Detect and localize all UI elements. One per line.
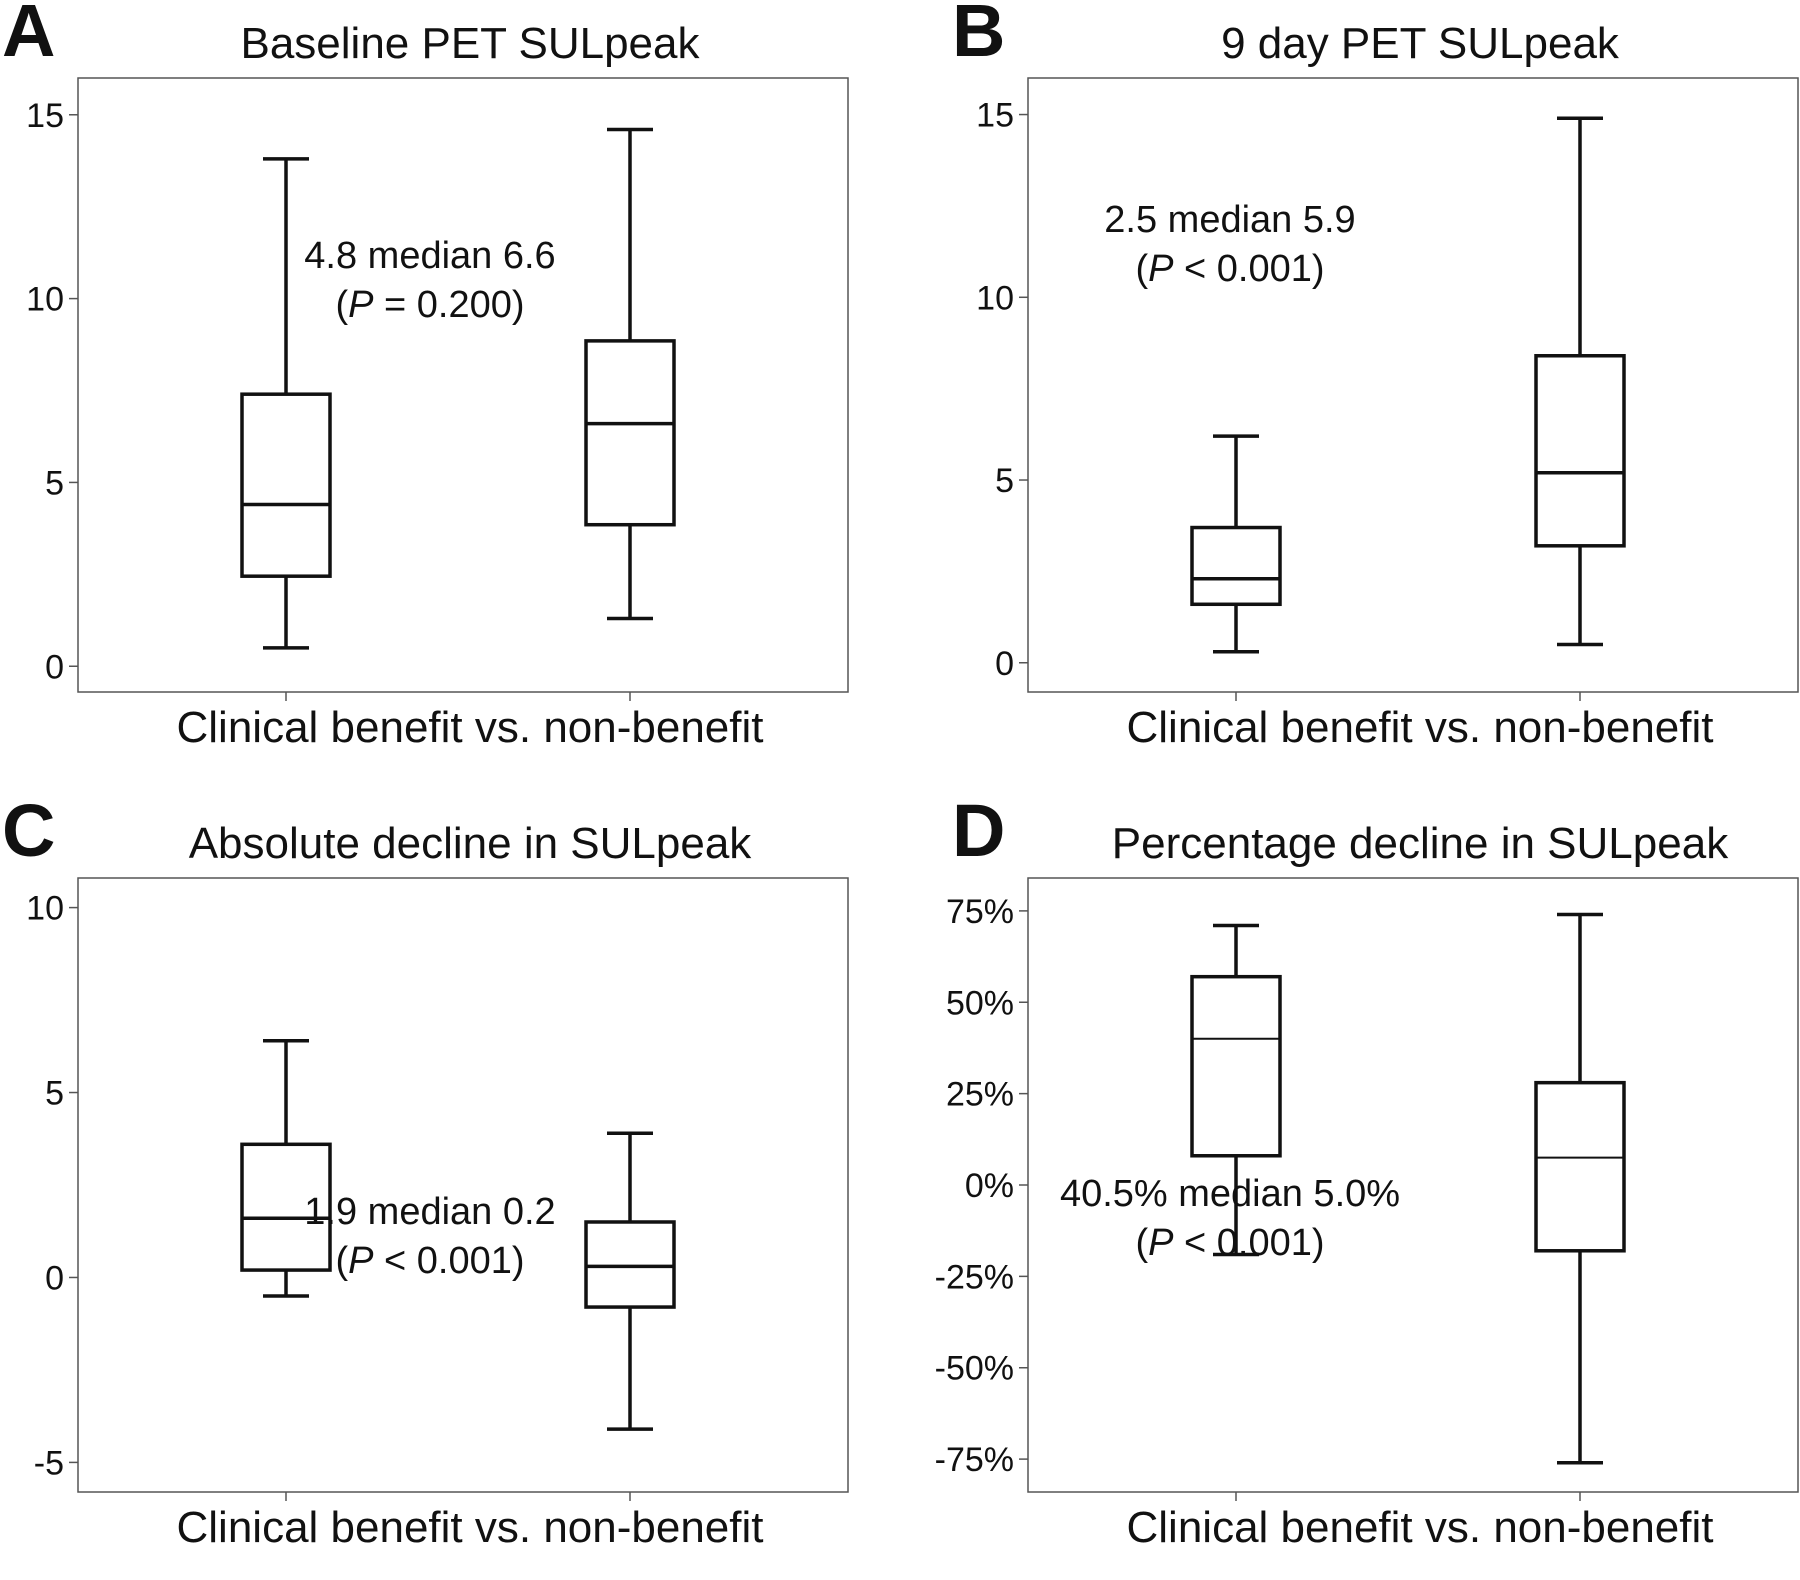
- median-comparison: 40.5% median 5.0%: [1059, 1173, 1401, 1215]
- y-tick-label: 25%: [946, 1076, 1014, 1114]
- box-iqr: [584, 1220, 676, 1309]
- median-comparison: 4.8 median 6.6: [304, 235, 556, 277]
- y-tick-label: 50%: [946, 984, 1014, 1022]
- box-plot-non-benefit: [584, 1131, 676, 1431]
- panel-a-plot: 0 5 10 15: [26, 77, 849, 701]
- y-tick-label: 0: [995, 645, 1014, 683]
- panel-d: -75% -50% -25% 0% 25% 50% 75% D Percentage dec…: [935, 794, 1800, 1580]
- chart-title: Percentage decline in SULpeak: [1111, 819, 1729, 868]
- median-annotation: 1.9 median 0.2 (P < 0.001): [260, 1188, 600, 1287]
- panel-b: 0 5 10 15 B 9 day PET SULpeak 2.5 median 5.…: [950, 0, 1800, 780]
- plot-frame: [77, 77, 849, 693]
- panel-b-plot: 0 5 10 15: [976, 77, 1799, 701]
- plot-frame: [1027, 77, 1799, 693]
- median-annotation: 40.5% median 5.0% (P < 0.001): [990, 1170, 1470, 1269]
- y-tick-label: 5: [995, 462, 1014, 500]
- y-tick-label: 0: [45, 648, 64, 686]
- panel-letter: B: [952, 0, 1006, 72]
- panel-letter: A: [2, 0, 56, 72]
- box-iqr: [1534, 1080, 1626, 1253]
- y-tick-label: -25%: [935, 1258, 1014, 1296]
- box-iqr: [1190, 525, 1282, 607]
- panel-letter: D: [952, 789, 1006, 872]
- x-axis-label: Clinical benefit vs. non-benefit: [176, 1503, 764, 1552]
- panel-letter: C: [2, 789, 56, 872]
- y-tick-label: 5: [45, 464, 64, 502]
- y-tick-label: 15: [976, 97, 1014, 135]
- median-annotation: 2.5 median 5.9 (P < 0.001): [1060, 196, 1400, 295]
- plot-frame: [77, 877, 849, 1493]
- box-iqr: [1534, 354, 1626, 548]
- box-iqr: [584, 339, 676, 527]
- panel-c: -5 0 5 10 C Absolute decline in SULpeak 1.9…: [0, 794, 900, 1580]
- chart-title: 9 day PET SULpeak: [1221, 19, 1619, 68]
- x-axis-label: Clinical benefit vs. non-benefit: [1126, 703, 1714, 752]
- p-value: (P < 0.001): [1135, 1222, 1325, 1265]
- y-tick-label: 75%: [946, 893, 1014, 931]
- box-plot-clinical-benefit: [240, 1038, 332, 1298]
- x-axis-label: Clinical benefit vs. non-benefit: [176, 703, 764, 752]
- box-plot-clinical-benefit: [1190, 923, 1282, 1257]
- box-iqr: [240, 1142, 332, 1272]
- box-plot-clinical-benefit: [1190, 434, 1282, 654]
- box-plot-clinical-benefit: [240, 157, 332, 650]
- y-tick-label: 5: [45, 1075, 64, 1113]
- y-tick-label: 0: [45, 1259, 64, 1297]
- box-iqr: [240, 392, 332, 578]
- y-tick-label: 15: [26, 97, 64, 135]
- y-tick-label: 0%: [965, 1167, 1014, 1205]
- chart-title: Baseline PET SULpeak: [240, 19, 700, 68]
- box-plot-non-benefit: [584, 127, 676, 621]
- y-tick-label: -50%: [935, 1350, 1014, 1388]
- median-comparison: 2.5 median 5.9: [1104, 199, 1356, 241]
- panel-c-plot: -5 0 5 10: [26, 877, 849, 1501]
- median-comparison: 1.9 median 0.2: [304, 1191, 556, 1233]
- panel-d-plot: -75% -50% -25% 0% 25% 50% 75%: [935, 877, 1799, 1501]
- median-annotation: 4.8 median 6.6 (P = 0.200): [260, 232, 600, 331]
- box-plot-non-benefit: [1534, 116, 1626, 647]
- p-value: (P < 0.001): [1135, 248, 1325, 291]
- box-iqr: [1190, 974, 1282, 1158]
- p-value: (P < 0.001): [335, 1240, 525, 1283]
- box-plot-non-benefit: [1534, 912, 1626, 1465]
- panel-a: 0 5 10 15 A Baseline PET SULpeak 4.8 median…: [0, 0, 900, 780]
- y-tick-label: 10: [26, 890, 64, 928]
- y-tick-label: 10: [26, 281, 64, 319]
- p-value: (P = 0.200): [335, 284, 525, 327]
- chart-title: Absolute decline in SULpeak: [188, 819, 752, 868]
- x-axis-label: Clinical benefit vs. non-benefit: [1126, 1503, 1714, 1552]
- y-tick-label: -5: [34, 1444, 64, 1482]
- y-tick-label: -75%: [935, 1441, 1014, 1479]
- y-tick-label: 10: [976, 279, 1014, 317]
